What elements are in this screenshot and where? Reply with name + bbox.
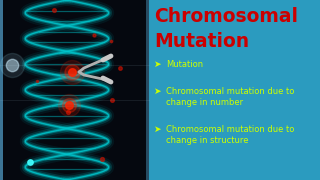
Point	[110, 99, 115, 102]
Point	[67, 103, 72, 106]
Point	[99, 158, 104, 160]
Point	[69, 71, 75, 73]
Point	[52, 8, 57, 11]
Point	[27, 161, 32, 163]
Point	[9, 64, 14, 66]
Bar	[146, 0, 149, 180]
Point	[69, 71, 75, 73]
Bar	[0, 0, 149, 180]
Text: ➤: ➤	[154, 60, 161, 69]
Text: ➤: ➤	[154, 125, 161, 134]
Text: Chromosomal: Chromosomal	[154, 7, 298, 26]
Point	[69, 71, 75, 73]
Point	[92, 34, 97, 37]
Point	[108, 40, 113, 43]
Point	[65, 111, 70, 113]
Text: Mutation: Mutation	[166, 60, 203, 69]
Text: Chromosomal mutation due to
change in number: Chromosomal mutation due to change in nu…	[166, 87, 294, 107]
Point	[9, 64, 14, 66]
Point	[34, 79, 39, 82]
Text: ➤: ➤	[154, 87, 161, 96]
Bar	[0, 0, 3, 180]
Bar	[149, 0, 320, 180]
Point	[67, 103, 72, 106]
Point	[117, 66, 123, 69]
Point	[67, 103, 72, 106]
Text: Chromosomal mutation due to
change in structure: Chromosomal mutation due to change in st…	[166, 125, 294, 145]
Text: Mutation: Mutation	[154, 32, 249, 51]
